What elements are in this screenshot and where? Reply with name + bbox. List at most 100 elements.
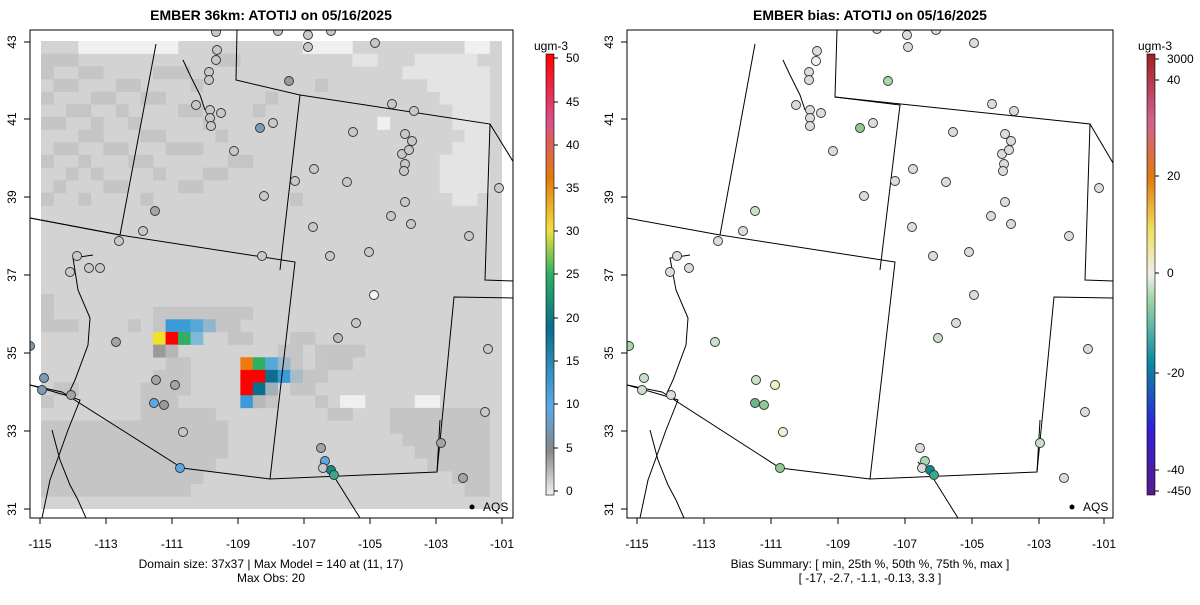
station-marker [205,113,215,123]
grid-cell [477,471,490,485]
grid-cell [103,483,117,497]
grid-cell [178,142,191,156]
grid-cell [178,471,191,485]
grid-cell [464,192,478,206]
station-marker [812,46,822,56]
grid-cell [140,433,154,447]
grid-cell [128,154,141,168]
colorbar-unit: ugm-3 [1138,39,1172,53]
station-marker [37,385,47,395]
station-marker [855,123,865,133]
station-marker [151,375,161,385]
legend-dot [469,504,475,510]
grid-cell [103,91,117,105]
colorbar-tick-label: 45 [566,95,580,109]
y-tick-label: 37 [602,268,616,282]
grid-cell [464,180,478,194]
grid-cell [90,471,104,485]
grid-cell [315,344,328,358]
grid-cell-hotspot [252,369,266,383]
grid-cell-hotspot [178,331,191,345]
grid-cell [178,306,191,320]
grid-cell [414,407,428,421]
grid-cell [190,407,204,421]
station-marker [325,251,335,261]
grid-cell [128,483,141,497]
station-marker [458,473,468,483]
grid-cell [302,331,316,345]
grid-cell [53,471,67,485]
grid-cell [452,445,465,459]
grid-cell [364,53,378,67]
grid-cell [153,91,166,105]
grid-cell [252,104,266,118]
grid-cell [190,471,204,485]
station-marker [1009,106,1019,116]
grid-cell [190,433,204,447]
right-plot-frame [626,29,1114,519]
grid-cell [115,483,129,497]
grid-cell [315,78,328,92]
grid-cell [202,445,216,459]
grid-cell [103,445,117,459]
grid-cell [240,306,254,320]
grid-cell [140,154,154,168]
grid-cell [78,433,92,447]
coastline-and-rivers [30,59,361,518]
x-tick-label: -101 [490,537,514,551]
grid-cell [439,66,453,80]
station-marker [351,318,361,328]
grid-cell [227,319,241,333]
grid-cell [128,41,141,54]
grid-cell [165,433,179,447]
station-marker [212,45,222,55]
station-marker [908,164,918,174]
grid-cell [327,407,341,421]
grid-cell-hotspot [252,382,266,396]
grid-cell [115,104,129,118]
grid-cell [115,458,129,472]
station-markers [30,30,504,483]
grid-cell [178,445,191,459]
station-marker [1000,129,1010,139]
grid-cell [178,407,191,421]
grid-cell [128,471,141,485]
grid-cell [464,129,478,143]
grid-cell [464,78,478,92]
grid-cell [65,104,79,118]
station-marker [684,263,694,273]
x-tick-label: -111 [161,537,184,551]
grid-cell [78,154,92,168]
grid-cell [240,331,254,345]
y-axis-ticks: 43 41 39 37 35 33 31 [5,35,30,516]
station-marker [902,30,912,40]
grid-cell [140,420,154,434]
grid-cell-hotspot [265,369,279,383]
grid-cell [452,167,465,181]
grid-cell [227,154,241,168]
colorbar-tick-label: 20 [1167,169,1181,183]
grid-cell [103,142,117,156]
station-marker [206,121,216,131]
station-marker [951,318,961,328]
grid-cells [41,41,490,497]
station-marker [710,337,720,347]
x-tick-label: -107 [893,537,917,551]
grid-cell [302,369,316,383]
grid-cell [290,344,303,358]
grid-cell [41,91,54,105]
grid-cell [452,78,465,92]
y-tick-label: 39 [5,190,19,204]
grid-cell [290,357,303,371]
grid-cell [439,420,453,434]
grid-cell [140,471,154,485]
station-marker [1083,344,1093,354]
colorbar-unit: ugm-3 [534,39,568,53]
grid-cell [115,433,129,447]
grid-cell [340,344,353,358]
station-marker [175,463,185,473]
y-tick-label: 41 [5,112,19,126]
station-marker [494,183,504,193]
grid-cell [464,91,478,105]
